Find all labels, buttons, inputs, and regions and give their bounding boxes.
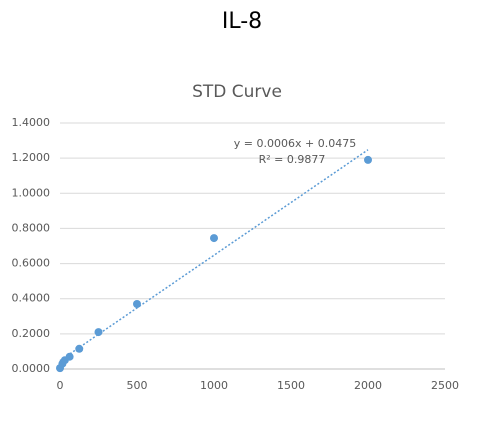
data-point (75, 344, 84, 353)
x-tick-label: 1000 (200, 379, 228, 392)
data-point (364, 155, 372, 164)
x-tick-label: 1500 (277, 379, 305, 392)
trendline-equation: y = 0.0006x + 0.0475 (234, 137, 356, 150)
y-tick-label: 0.0000 (12, 362, 51, 375)
y-tick-label: 0.4000 (12, 292, 51, 305)
x-tick-label: 2000 (354, 379, 382, 392)
x-tick-label: 0 (57, 379, 64, 392)
data-point (94, 328, 103, 337)
x-tick-label: 2500 (431, 379, 459, 392)
data-point (210, 234, 218, 243)
trendline-r2: R² = 0.9877 (259, 153, 326, 166)
data-point (65, 352, 74, 361)
chart-title: IL-8 (222, 9, 262, 34)
y-tick-label: 0.8000 (12, 221, 51, 234)
y-tick-label: 1.0000 (12, 186, 51, 199)
chart-subtitle: STD Curve (192, 82, 282, 102)
y-tick-label: 0.2000 (12, 327, 51, 340)
y-tick-label: 1.4000 (12, 116, 51, 129)
x-tick-label: 500 (127, 379, 148, 392)
y-tick-label: 0.6000 (12, 257, 51, 270)
data-point (133, 299, 141, 308)
y-tick-label: 1.2000 (12, 151, 51, 164)
